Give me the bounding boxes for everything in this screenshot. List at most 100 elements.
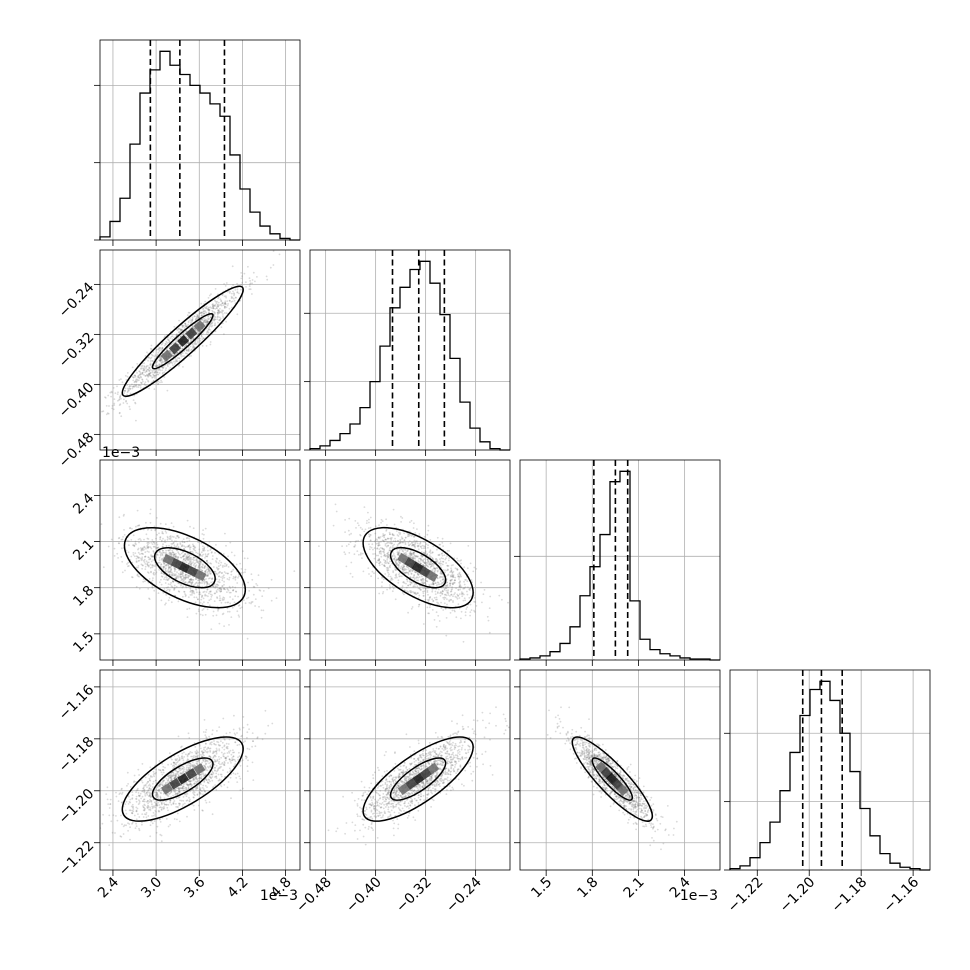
scatter-point [160,540,163,543]
scatter-point [452,570,455,573]
scatter-point [193,809,196,811]
scatter-point [137,376,140,378]
scatter-point [436,570,439,573]
scatter-point [160,357,163,360]
scatter-point [218,587,220,590]
scatter-point [146,546,149,549]
scatter-point [201,755,204,758]
scatter-point [379,561,382,564]
scatter-point [254,280,256,283]
scatter-point [355,540,358,542]
scatter-point [189,578,192,581]
scatter-point [135,557,138,560]
scatter-point [214,288,217,290]
scatter-point [217,773,220,776]
scatter-point [473,611,476,613]
scatter-point [427,593,429,596]
scatter-point [223,580,226,583]
scatter-point [435,625,438,628]
scatter-point [155,794,158,796]
scatter-point [184,576,187,579]
scatter-point [167,571,170,573]
scatter-point [468,597,471,599]
scatter-point [378,544,381,547]
scatter-point [152,572,155,575]
scatter-point [147,781,150,783]
scatter-point [214,760,217,763]
scatter-point [275,597,278,599]
scatter-point [214,755,217,758]
scatter-point [177,336,180,339]
scatter-point [195,596,198,599]
scatter-point [154,565,157,567]
scatter-point [483,589,486,591]
scatter-point [431,589,434,591]
scatter-point [131,366,134,369]
scatter-point [250,601,253,604]
scatter-point [179,799,181,802]
scatter-point [185,325,188,328]
scatter-point [207,320,209,323]
scatter-point [428,563,431,565]
scatter-point [153,525,156,528]
scatter-point [203,719,206,721]
scatter-point [155,791,158,794]
scatter-point [423,564,425,567]
scatter-point [204,564,207,567]
scatter-point [205,760,208,763]
scatter-point [187,559,190,561]
scatter-point [200,598,203,601]
scatter-point [192,579,195,581]
scatter-point [353,545,355,548]
scatter-point [170,566,172,568]
scatter-point [199,579,201,582]
scatter-point [147,380,150,383]
scatter-point [180,328,183,331]
scatter-point [187,320,190,323]
scatter-point [415,540,418,542]
scatter-point [127,389,130,392]
scatter-point [224,588,227,591]
scatter-point [206,571,209,574]
scatter-point [168,549,171,552]
scatter-point [439,575,441,578]
scatter-point [417,544,420,547]
scatter-point [125,400,127,403]
scatter-point [210,562,213,565]
scatter-point [173,586,176,589]
scatter-point [145,365,148,367]
scatter-point [210,322,213,324]
scatter-point [203,320,206,322]
scatter-point [227,588,229,591]
scatter-point [384,544,387,547]
scatter-point [400,536,403,538]
scatter-point [169,552,172,555]
scatter-point [359,534,362,537]
scatter-point [179,543,182,546]
scatter-point [164,576,166,579]
scatter-point [149,368,152,371]
scatter-point [452,576,455,578]
scatter-point [165,544,168,547]
scatter-point [221,585,224,587]
scatter-point [404,548,406,551]
scatter-point [401,585,404,588]
scatter-point [182,577,185,580]
scatter-point [199,788,202,791]
scatter-point [172,573,175,575]
scatter-point [153,388,156,390]
scatter-point [390,577,393,579]
scatter-point [120,814,122,817]
scatter-point [200,783,202,786]
scatter-point [137,557,140,559]
scatter-point [195,559,198,562]
scatter-point [424,598,427,601]
scatter-point [195,343,197,345]
scatter-point [205,560,208,562]
scatter-point [416,555,419,558]
scatter-point [229,596,232,598]
scatter-point [217,312,220,315]
scatter-point [173,553,176,556]
scatter-point [392,558,395,561]
scatter-point [228,591,231,594]
